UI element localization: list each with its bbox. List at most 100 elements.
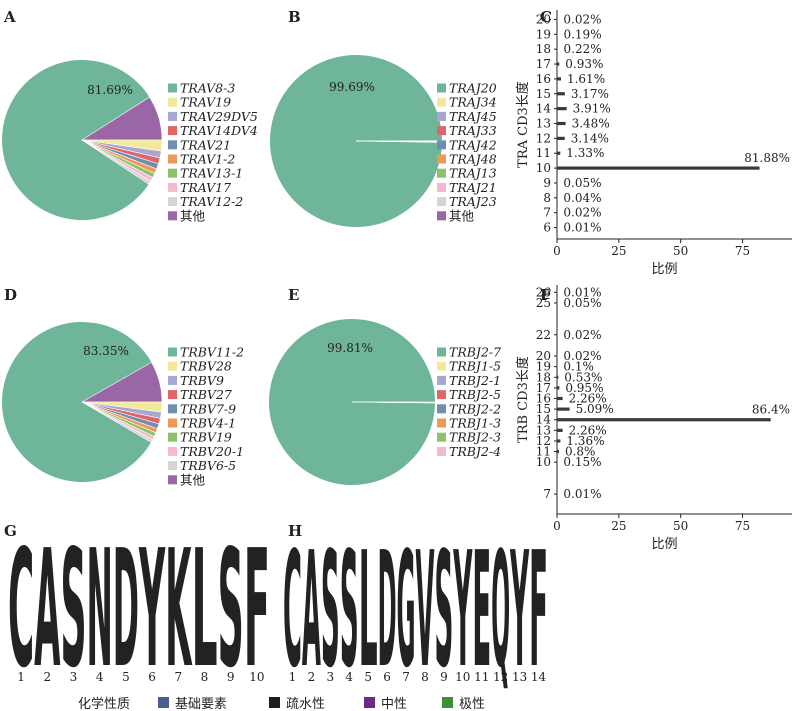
logo-letter: L [359, 518, 378, 703]
y-tick-label: 26 [536, 285, 551, 299]
bar [557, 166, 760, 170]
bar [557, 418, 771, 422]
legend-entry: TRBV7-9 [180, 401, 236, 416]
legend-swatch [437, 154, 446, 164]
y-tick-label: 19 [536, 27, 551, 41]
y-tick-label: 18 [536, 370, 551, 384]
bar-value-label: 2.26% [569, 392, 607, 406]
legend-entry: TRBJ2-5 [449, 387, 501, 402]
y-tick-label: 18 [536, 42, 551, 56]
legend-entry: 其他 [180, 472, 206, 487]
bar [557, 121, 566, 126]
y-tick-label: 6 [543, 221, 551, 235]
logo-position-label: 7 [174, 670, 182, 684]
bar-value-label: 0.93% [565, 57, 603, 71]
legend-entry: TRBV27 [180, 387, 232, 402]
logo-letter: S [434, 518, 453, 703]
legend-entry: TRAV29DV5 [180, 109, 258, 124]
logo-position-label: 3 [70, 670, 78, 684]
bar-value-label: 0.04% [563, 191, 601, 205]
logo-letter: V [416, 518, 435, 703]
bar [557, 396, 563, 401]
bar [557, 439, 561, 443]
bar-value-label: 3.91% [573, 102, 611, 116]
pie-slice [81, 401, 153, 443]
pie-d: 83.35% TRBV11-2TRBV28TRBV9TRBV27TRBV7-9TR… [2, 322, 244, 487]
bar [557, 77, 561, 81]
legend-swatch [437, 211, 446, 221]
legend-swatch [437, 168, 446, 178]
legend-swatch [437, 361, 446, 371]
bar-chart-c: 0 25 50 75 比例 TRA CD3长度 20 0.02% 19 0.19% 18 0.22% 1… [515, 10, 792, 277]
y-tick-label: 20 [536, 349, 551, 363]
bar [557, 92, 565, 96]
legend-swatch [168, 347, 177, 357]
legend-entry: TRBJ2-7 [449, 345, 501, 360]
pie-percent-label: 81.69% [87, 83, 133, 97]
logo-letter: F [529, 518, 548, 703]
panel-label-c: C [540, 8, 552, 26]
bar-value-label: 0.02% [563, 349, 601, 363]
legend-entry: TRBJ2-2 [449, 401, 501, 416]
legend-entry: TRBV6-5 [180, 458, 236, 473]
bar-value-label: 1.36% [566, 434, 604, 448]
y-tick-label: 19 [536, 360, 551, 374]
logo-position-label: 6 [383, 670, 391, 684]
legend-entry: TRBJ2-3 [449, 430, 501, 445]
x-tick-label: 75 [735, 244, 750, 258]
color-key-label: 基础要素 [175, 697, 227, 711]
pie-slice [351, 401, 436, 404]
logo-position-label: 2 [308, 670, 316, 684]
y-tick-label: 8 [543, 191, 551, 205]
logo-position-label: 7 [402, 670, 410, 684]
legend-entry: TRAJ45 [449, 109, 497, 124]
color-key: 化学性质 基础要素 疏水性 中性 极性 [78, 696, 485, 711]
y-tick-label: 15 [536, 402, 551, 416]
bar-value-label: 0.05% [563, 176, 601, 190]
bar-value-label: 0.02% [563, 206, 601, 220]
logo-letter: L [191, 514, 217, 703]
y-tick-label: 11 [536, 445, 551, 459]
legend-entry: TRAJ13 [449, 166, 497, 181]
bar-value-label: 0.1% [563, 360, 594, 374]
legend-entry: TRAV17 [180, 180, 231, 195]
legend-entry: TRBV19 [180, 430, 232, 445]
bar-value-label: 0.02% [563, 328, 601, 342]
bar-value-label: 3.48% [572, 117, 610, 131]
logo-position-label: 9 [440, 670, 448, 684]
y-tick-label: 13 [536, 423, 551, 437]
logo-position-label: 1 [289, 670, 297, 684]
sequence-logos: C1 A2 S3 N4 D5 Y6 K7 L8 S9 F10 C1 A2 S3 S4 L5 D6 G7 V8 S9 Y… [8, 514, 548, 703]
legend-entry: TRBJ1-5 [449, 359, 501, 374]
logo-position-label: 6 [148, 670, 156, 684]
color-key-swatch [364, 697, 375, 708]
logo-position-label: 3 [327, 670, 335, 684]
bar-value-label: 3.14% [571, 131, 609, 145]
y-tick-label: 13 [536, 117, 551, 131]
legend-entry: TRBV28 [180, 359, 232, 374]
legend-swatch [168, 111, 177, 121]
x-tick-label: 50 [673, 244, 688, 258]
bar [557, 107, 567, 111]
bar-value-label: 86.4% [752, 403, 790, 417]
legend-swatch [168, 154, 177, 164]
logo-letter: Y [453, 518, 473, 703]
legend-swatch [168, 361, 177, 371]
legend-swatch [168, 126, 177, 136]
logo-position-label: 5 [364, 670, 372, 684]
legend-swatch [437, 347, 446, 357]
pie-b: 99.69% TRAJ20TRAJ34TRAJ45TRAJ33TRAJ42TRAJ… [269, 55, 497, 228]
legend-swatch [168, 168, 177, 178]
legend-swatch [168, 375, 177, 385]
y-tick-label: 10 [536, 161, 551, 175]
logo-letter: K [165, 514, 192, 703]
bar-value-label: 1.33% [566, 146, 604, 160]
bar-value-label: 0.22% [564, 42, 602, 56]
sequence-logo-h: C1 A2 S3 S4 L5 D6 G7 V8 S9 Y10 E11 Q12 Y13 F14 [283, 518, 548, 703]
legend-swatch [437, 418, 446, 428]
y-tick-label: 11 [536, 146, 551, 160]
logo-letter: A [34, 514, 60, 703]
color-key-label: 疏水性 [286, 697, 325, 711]
legend-entry: TRAV19 [180, 95, 231, 110]
bar-value-label: 0.01% [563, 487, 601, 501]
